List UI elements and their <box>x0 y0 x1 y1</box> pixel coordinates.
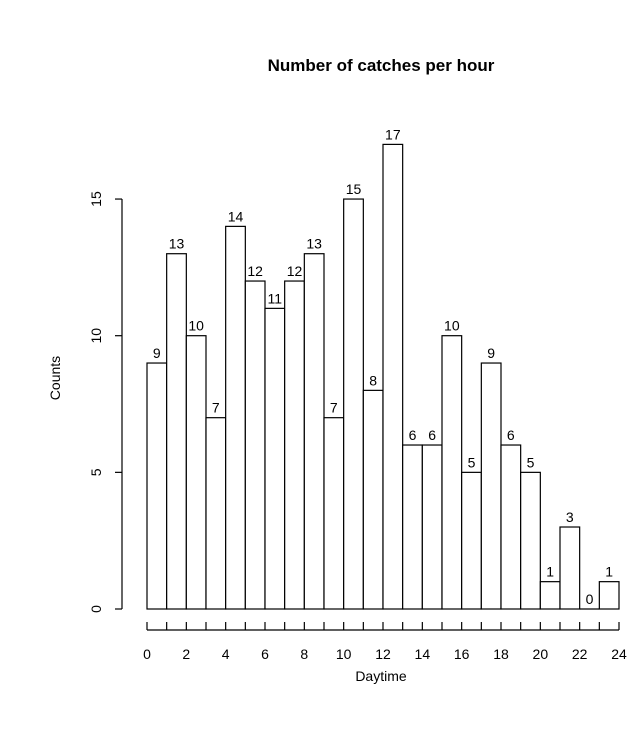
data-label-7: 12 <box>287 263 303 279</box>
data-label-21: 3 <box>566 509 574 525</box>
bar-12 <box>382 143 404 610</box>
x-tick-label-0: 0 <box>143 646 151 662</box>
data-label-14: 6 <box>428 427 436 443</box>
bars-group <box>146 143 620 610</box>
y-tick-label-3: 15 <box>88 191 104 207</box>
data-label-20: 1 <box>546 564 554 580</box>
data-label-1: 13 <box>169 236 185 252</box>
data-label-3: 7 <box>212 400 220 416</box>
bar-21 <box>559 526 581 610</box>
x-tick-label-12: 24 <box>611 646 627 662</box>
bar-9 <box>323 417 345 610</box>
bar-4 <box>225 225 246 610</box>
data-label-8: 13 <box>306 236 322 252</box>
data-label-5: 12 <box>247 263 263 279</box>
x-tick-label-3: 6 <box>261 646 269 662</box>
bar-14 <box>421 444 443 610</box>
data-label-11: 8 <box>369 372 377 388</box>
x-axis: 0 2 4 6 8 10 12 14 16 18 20 22 24 <box>143 622 627 662</box>
bar-8 <box>303 253 325 610</box>
data-label-0: 9 <box>153 345 161 361</box>
y-tick-label-0: 0 <box>88 605 104 613</box>
data-label-6: 11 <box>268 290 283 306</box>
y-tick-label-1: 5 <box>88 468 104 476</box>
x-tick-label-7: 14 <box>415 646 431 662</box>
bar-13 <box>402 444 423 610</box>
x-tick-label-9: 18 <box>493 646 509 662</box>
data-label-12: 17 <box>385 126 401 142</box>
bar-10 <box>343 198 364 610</box>
data-label-15: 10 <box>444 318 460 334</box>
data-label-9: 7 <box>330 400 338 416</box>
bar-0 <box>146 362 168 610</box>
bar-15 <box>441 335 463 610</box>
x-tick-label-5: 10 <box>336 646 352 662</box>
x-axis-title: Daytime <box>355 668 407 684</box>
data-label-4: 14 <box>228 208 244 224</box>
x-tick-label-2: 4 <box>222 646 230 662</box>
x-tick-label-8: 16 <box>454 646 470 662</box>
bar-2 <box>185 335 207 610</box>
y-axis-title: Counts <box>47 356 63 400</box>
bar-19 <box>520 471 541 610</box>
bar-18 <box>500 444 522 610</box>
bar-20 <box>539 581 561 610</box>
x-tick-label-1: 2 <box>182 646 190 662</box>
data-label-10: 15 <box>346 181 362 197</box>
x-tick-label-11: 22 <box>572 646 588 662</box>
chart-title: Number of catches per hour <box>268 56 495 75</box>
data-label-2: 10 <box>188 318 204 334</box>
bar-11 <box>362 389 384 610</box>
bar-16 <box>461 471 482 610</box>
x-tick-label-10: 20 <box>533 646 549 662</box>
data-label-18: 6 <box>507 427 515 443</box>
x-tick-label-6: 12 <box>375 646 391 662</box>
bar-1 <box>166 253 187 610</box>
data-label-17: 9 <box>487 345 495 361</box>
data-label-16: 5 <box>468 454 476 470</box>
data-label-13: 6 <box>409 427 417 443</box>
data-label-19: 5 <box>527 454 535 470</box>
y-tick-label-2: 10 <box>88 328 104 344</box>
bar-6 <box>264 307 286 610</box>
y-axis: 0 5 10 15 <box>88 191 123 613</box>
bar-5 <box>244 280 266 610</box>
bar-7 <box>284 280 305 610</box>
bar-3 <box>205 417 227 610</box>
x-tick-label-4: 8 <box>300 646 308 662</box>
bar-23 <box>598 581 620 610</box>
data-label-22: 0 <box>586 591 594 607</box>
bar-17 <box>480 362 502 610</box>
data-label-23: 1 <box>605 564 613 580</box>
